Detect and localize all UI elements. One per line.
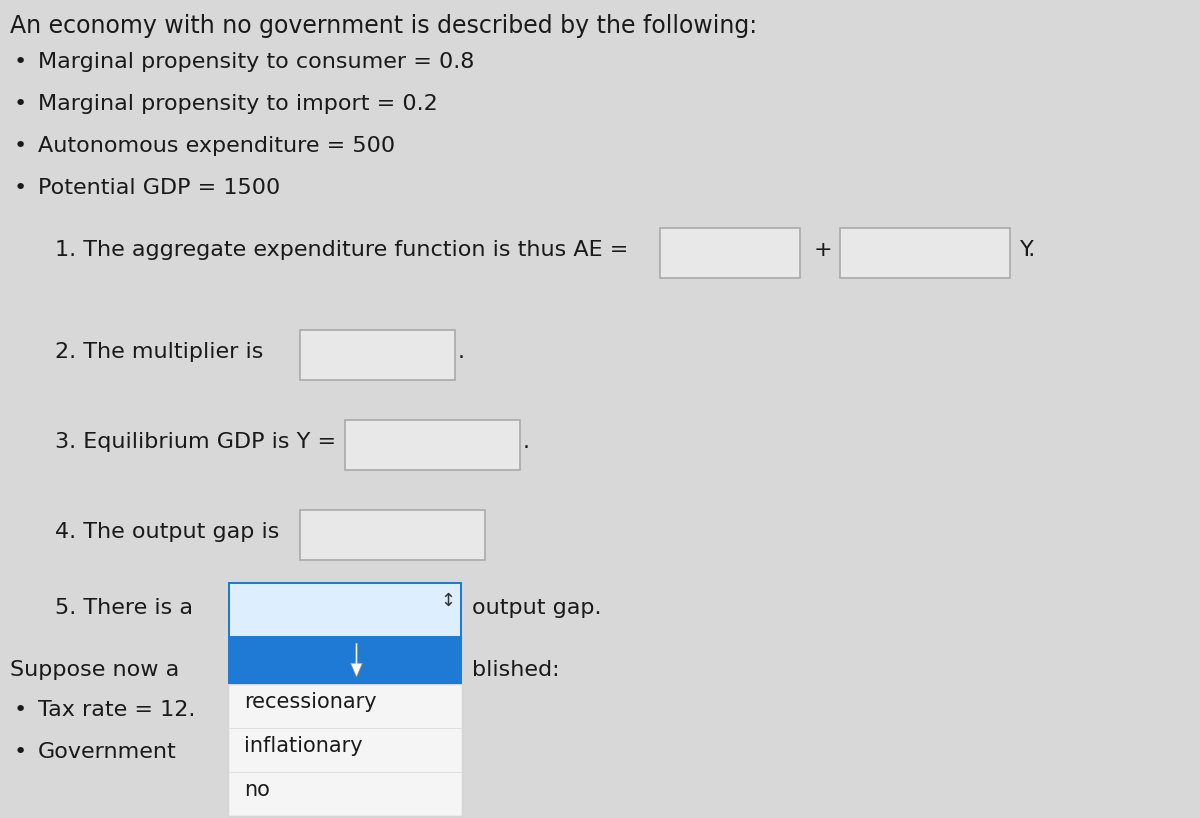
Text: Government: Government [38,742,176,762]
Bar [840,228,1010,278]
Text: •: • [14,742,28,762]
FancyArrow shape [350,643,362,677]
Text: blished:: blished: [472,660,559,680]
Bar [228,636,462,684]
Text: ↕: ↕ [440,592,455,610]
Bar [228,772,462,816]
Text: •: • [14,136,28,156]
Bar [228,582,462,638]
Text: •: • [14,94,28,114]
Text: 2. The multiplier is: 2. The multiplier is [55,342,263,362]
Text: output gap.: output gap. [472,598,601,618]
Bar [228,684,462,816]
Text: Y.: Y. [1020,240,1037,260]
Text: An economy with no government is described by the following:: An economy with no government is describ… [10,14,757,38]
Bar [300,510,485,560]
Text: Marginal propensity to import = 0.2: Marginal propensity to import = 0.2 [38,94,438,114]
Text: •: • [14,700,28,720]
Bar [228,728,462,772]
Text: Autonomous expenditure = 500: Autonomous expenditure = 500 [38,136,395,156]
Text: •: • [14,52,28,72]
Text: no: no [244,780,270,800]
Text: 3. Equilibrium GDP is Y =: 3. Equilibrium GDP is Y = [55,432,336,452]
Bar [230,584,460,636]
Text: .: . [458,342,466,362]
Bar [300,330,455,380]
Text: Potential GDP = 1500: Potential GDP = 1500 [38,178,281,198]
Text: Tax rate = 12.: Tax rate = 12. [38,700,196,720]
Text: Marginal propensity to consumer = 0.8: Marginal propensity to consumer = 0.8 [38,52,474,72]
Text: •: • [14,178,28,198]
Bar [660,228,800,278]
Text: 1. The aggregate expenditure function is thus AE =: 1. The aggregate expenditure function is… [55,240,629,260]
Text: recessionary: recessionary [244,692,377,712]
Text: +: + [814,240,833,260]
Text: 5. There is a: 5. There is a [55,598,193,618]
Bar [346,420,520,470]
Text: inflationary: inflationary [244,736,362,756]
Text: 4. The output gap is: 4. The output gap is [55,522,280,542]
Bar [228,684,462,728]
Text: .: . [523,432,530,452]
Text: Suppose now a: Suppose now a [10,660,179,680]
